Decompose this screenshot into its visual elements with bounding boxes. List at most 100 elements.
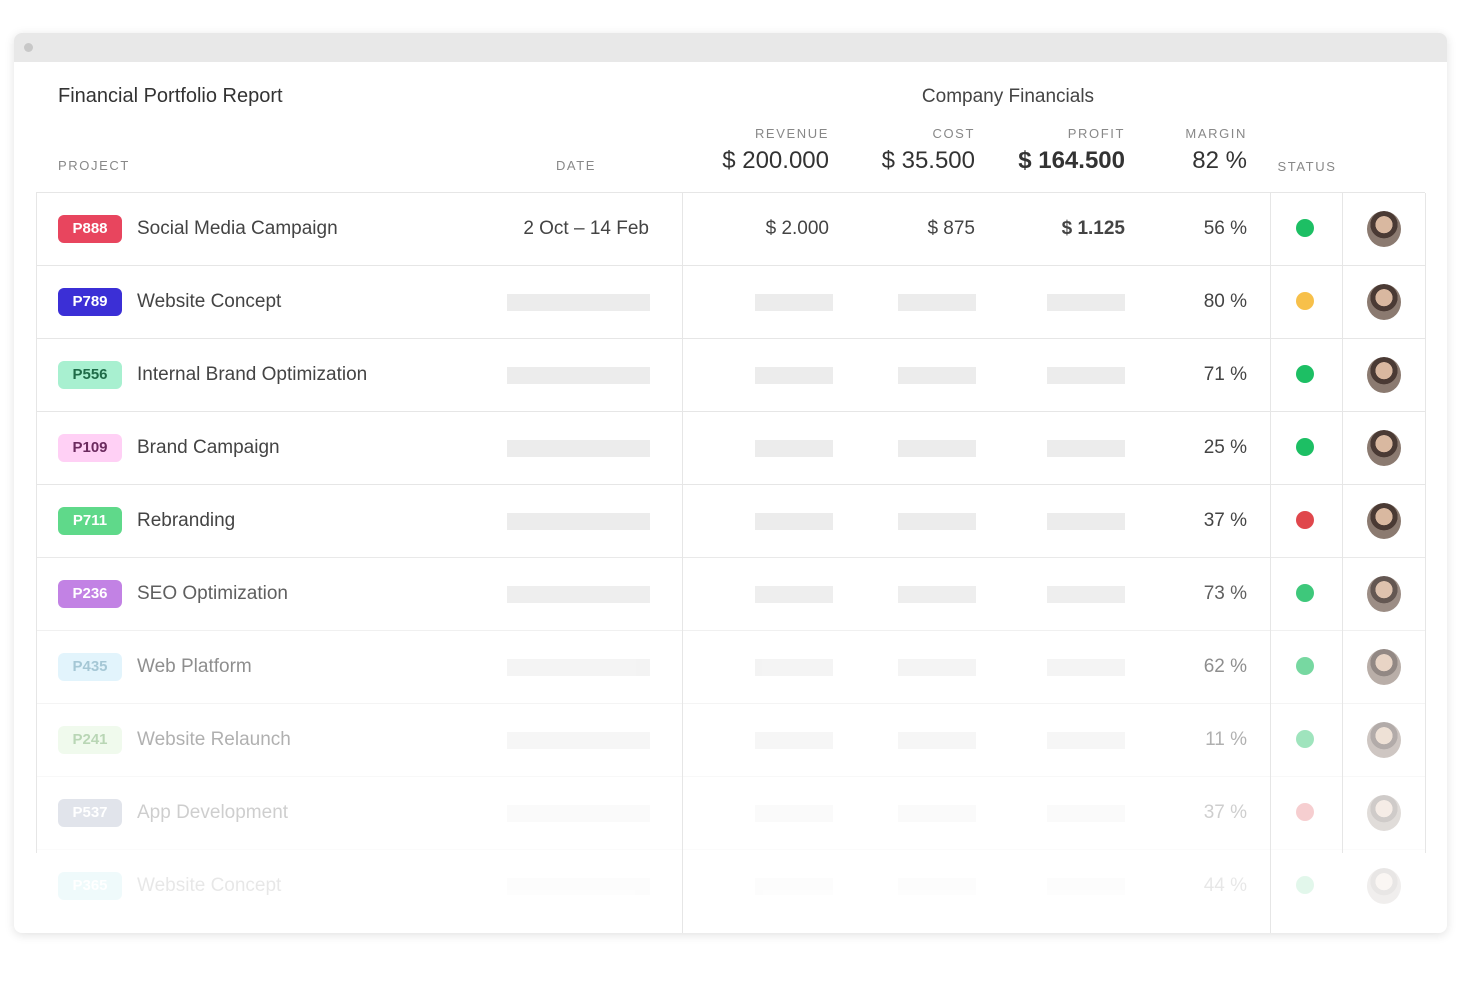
- skeleton: [1047, 586, 1125, 603]
- col-margin: MARGIN: [1185, 126, 1247, 141]
- cell-margin: 44 %: [1203, 875, 1247, 896]
- window: Financial Portfolio Report Company Finan…: [14, 33, 1447, 933]
- avatar[interactable]: [1367, 211, 1401, 247]
- skeleton: [898, 294, 976, 311]
- status-dot: [1296, 292, 1314, 310]
- skeleton: [755, 367, 833, 384]
- avatar[interactable]: [1367, 795, 1401, 831]
- divider: [36, 193, 37, 853]
- table-row[interactable]: P109 Brand Campaign 25 %: [36, 411, 1425, 484]
- skeleton: [755, 732, 833, 749]
- total-cost: $ 35.500: [881, 147, 975, 174]
- project-name: Brand Campaign: [137, 437, 280, 458]
- avatar[interactable]: [1367, 284, 1401, 320]
- avatar[interactable]: [1367, 649, 1401, 685]
- project-badge: P435: [58, 653, 122, 681]
- divider: [682, 193, 683, 933]
- skeleton: [898, 805, 976, 822]
- col-revenue: REVENUE: [754, 126, 829, 141]
- skeleton: [755, 805, 833, 822]
- cell-margin: 56 %: [1203, 218, 1247, 239]
- col-cost: COST: [932, 126, 975, 141]
- table-row[interactable]: P241 Website Relaunch 11 %: [36, 703, 1425, 776]
- project-name: Website Relaunch: [137, 729, 291, 750]
- avatar[interactable]: [1367, 357, 1401, 393]
- project-badge: P711: [58, 507, 122, 535]
- avatar[interactable]: [1367, 722, 1401, 758]
- col-status: STATUS: [1277, 159, 1337, 174]
- table-row[interactable]: P711 Rebranding 37 %: [36, 484, 1425, 557]
- total-revenue: $ 200.000: [722, 147, 829, 174]
- report-title: Financial Portfolio Report: [58, 85, 283, 107]
- project-name: Internal Brand Optimization: [137, 364, 368, 385]
- skeleton: [507, 440, 650, 457]
- project-name: Social Media Campaign: [137, 218, 338, 239]
- group-title: Company Financials: [921, 86, 1095, 107]
- skeleton: [755, 294, 833, 311]
- title-bar: [14, 33, 1447, 62]
- cell-margin: 80 %: [1203, 291, 1247, 312]
- skeleton: [1047, 294, 1125, 311]
- skeleton: [507, 878, 650, 895]
- skeleton: [507, 367, 650, 384]
- skeleton: [507, 732, 650, 749]
- avatar[interactable]: [1367, 503, 1401, 539]
- table-row[interactable]: P789 Website Concept 80 %: [36, 265, 1425, 338]
- skeleton: [1047, 513, 1125, 530]
- status-dot: [1296, 438, 1314, 456]
- skeleton: [507, 294, 650, 311]
- col-project: PROJECT: [58, 158, 130, 173]
- skeleton: [898, 440, 976, 457]
- status-dot: [1296, 803, 1314, 821]
- skeleton: [507, 659, 650, 676]
- cell-date: 2 Oct – 14 Feb: [523, 218, 649, 239]
- cell-profit: $ 1.125: [1061, 218, 1125, 239]
- avatar[interactable]: [1367, 430, 1401, 466]
- project-badge: P236: [58, 580, 122, 608]
- col-date: DATE: [555, 158, 597, 173]
- total-profit: $ 164.500: [1018, 147, 1125, 174]
- skeleton: [898, 513, 976, 530]
- skeleton: [898, 367, 976, 384]
- table-row[interactable]: P236 SEO Optimization 73 %: [36, 557, 1425, 630]
- skeleton: [1047, 805, 1125, 822]
- table-row[interactable]: P537 App Development 37 %: [36, 776, 1425, 849]
- cell-margin: 71 %: [1203, 364, 1247, 385]
- status-dot: [1296, 365, 1314, 383]
- table-row[interactable]: P365 Website Concept 44 %: [36, 849, 1425, 922]
- project-name: Rebranding: [137, 510, 236, 531]
- status-dot: [1296, 511, 1314, 529]
- cell-margin: 11 %: [1205, 729, 1247, 750]
- divider: [1425, 193, 1426, 853]
- status-dot: [1296, 876, 1314, 894]
- skeleton: [755, 513, 833, 530]
- status-dot: [1296, 657, 1314, 675]
- skeleton: [898, 732, 976, 749]
- project-name: App Development: [137, 802, 289, 823]
- avatar[interactable]: [1367, 868, 1401, 904]
- skeleton: [1047, 367, 1125, 384]
- project-badge: P241: [58, 726, 122, 754]
- skeleton: [507, 513, 650, 530]
- skeleton: [1047, 440, 1125, 457]
- table-row[interactable]: P556 Internal Brand Optimization 71 %: [36, 338, 1425, 411]
- avatar[interactable]: [1367, 576, 1401, 612]
- project-badge: P789: [58, 288, 122, 316]
- status-dot: [1296, 584, 1314, 602]
- cell-margin: 62 %: [1203, 656, 1247, 677]
- skeleton: [898, 586, 976, 603]
- project-name: Web Platform: [137, 656, 252, 677]
- project-badge: P888: [58, 215, 122, 243]
- skeleton: [755, 440, 833, 457]
- skeleton: [1047, 659, 1125, 676]
- skeleton: [898, 878, 976, 895]
- skeleton: [1047, 732, 1125, 749]
- col-profit: PROFIT: [1067, 126, 1125, 141]
- table-row[interactable]: P435 Web Platform 62 %: [36, 630, 1425, 703]
- window-dot[interactable]: [24, 43, 33, 52]
- table-row[interactable]: P888 Social Media Campaign 2 Oct – 14 Feb $…: [36, 192, 1425, 265]
- project-name: Website Concept: [137, 875, 282, 896]
- skeleton: [755, 659, 833, 676]
- project-name: SEO Optimization: [137, 583, 288, 604]
